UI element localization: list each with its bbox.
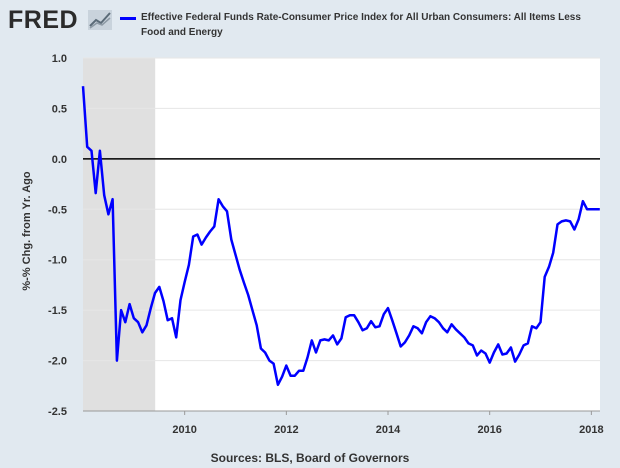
y-tick-label: -1.0 bbox=[48, 255, 67, 267]
y-tick-label: 0.0 bbox=[52, 154, 67, 166]
series-line bbox=[81, 86, 600, 387]
y-tick-label: 0.5 bbox=[52, 103, 67, 115]
y-tick-label: -2.0 bbox=[48, 356, 67, 368]
fred-logo[interactable]: FRED bbox=[8, 6, 79, 34]
x-tick-label: 2012 bbox=[274, 424, 298, 436]
y-tick-label: -0.5 bbox=[48, 204, 67, 216]
recession-shading bbox=[83, 58, 156, 411]
y-tick-label: -1.5 bbox=[48, 305, 67, 317]
y-axis-label: %-% Chg. from Yr. Ago bbox=[21, 171, 33, 291]
chart-source: Sources: BLS, Board of Governors bbox=[210, 451, 410, 465]
plot-area bbox=[83, 58, 600, 411]
legend-swatch bbox=[120, 17, 136, 20]
chart-trend-icon bbox=[88, 10, 112, 30]
x-tick-label: 2018 bbox=[579, 424, 603, 436]
y-tick-label: 1.0 bbox=[52, 53, 67, 65]
legend-series-label: Effective Federal Funds Rate-Consumer Pr… bbox=[141, 12, 581, 38]
x-tick-label: 2014 bbox=[376, 424, 401, 436]
x-tick-label: 2016 bbox=[477, 424, 501, 436]
chart-header: FRED Effective Federal Funds Rate-Consum… bbox=[0, 0, 620, 52]
x-tick-label: 2010 bbox=[172, 424, 196, 436]
y-tick-label: -2.5 bbox=[48, 406, 67, 418]
